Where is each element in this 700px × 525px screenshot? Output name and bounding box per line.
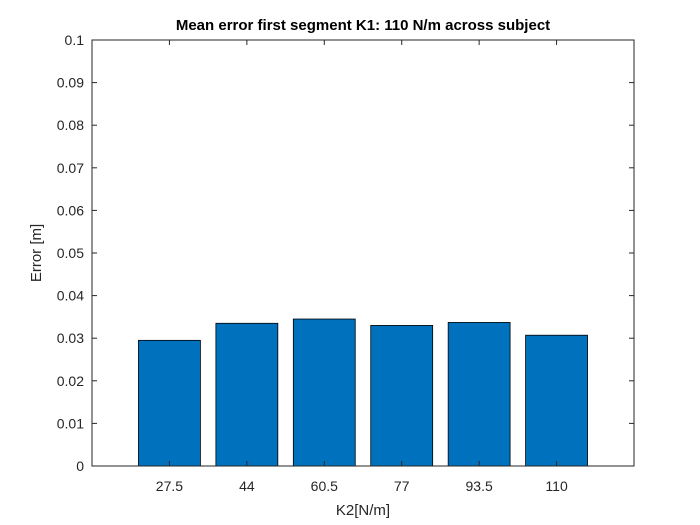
y-tick-label: 0.08 (57, 117, 84, 133)
y-tick-label: 0.01 (57, 415, 84, 431)
y-axis-label: Error [m] (28, 224, 45, 282)
y-tick-label: 0 (76, 458, 84, 474)
bars-group (138, 318, 588, 467)
y-axis-ticks: 0 0.01 0.02 0.03 0.04 0.05 0.06 0.07 0.08 0.09 0.1 (57, 32, 634, 474)
bar-27.5 (138, 339, 201, 467)
bar-60.5 (292, 318, 356, 467)
x-tick-label: 77 (394, 478, 410, 494)
x-tick-label: 93.5 (466, 478, 493, 494)
bar-93.5 (447, 322, 511, 467)
y-tick-label: 0.04 (57, 288, 84, 304)
x-tick-label: 60.5 (311, 478, 338, 494)
axes-box (91, 39, 635, 467)
bar-77 (370, 325, 434, 467)
chart-title: Mean error first segment K1: 110 N/m acr… (176, 17, 550, 34)
bar-44 (215, 322, 279, 467)
x-tick-label: 44 (239, 478, 255, 494)
x-tick-label: 27.5 (156, 478, 183, 494)
y-tick-label: 0.05 (57, 245, 84, 261)
bar-110 (525, 334, 588, 467)
x-axis-ticks: 27.5 44 60.5 77 93.5 110 (156, 40, 568, 494)
y-tick-label: 0.09 (57, 75, 84, 91)
x-tick-label: 110 (545, 478, 568, 494)
y-tick-label: 0.03 (57, 330, 84, 346)
x-axis-label: K2[N/m] (336, 502, 390, 519)
y-tick-label: 0.06 (57, 202, 84, 218)
y-tick-label: 0.1 (65, 32, 85, 48)
y-tick-label: 0.02 (57, 373, 84, 389)
y-tick-label: 0.07 (57, 160, 84, 176)
